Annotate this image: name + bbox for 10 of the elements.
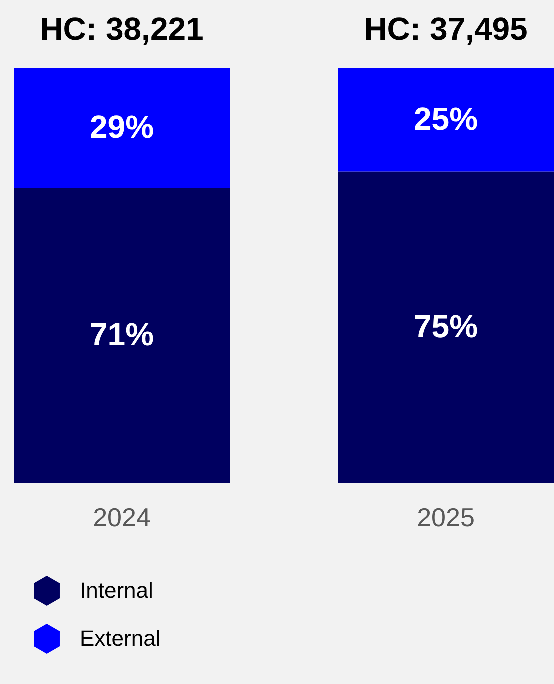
- data-label: 29%: [90, 109, 154, 146]
- legend-label: Internal: [80, 578, 154, 603]
- x-tick-label: 2024: [93, 502, 151, 532]
- annotation: HC: 37,495: [364, 11, 528, 47]
- data-label: 75%: [414, 308, 478, 344]
- data-label: 71%: [90, 316, 154, 353]
- annotation: HC: 38,221: [40, 11, 204, 47]
- data-label: 25%: [414, 100, 478, 137]
- x-tick-label: 2025: [417, 502, 475, 532]
- legend-label: External: [80, 626, 161, 651]
